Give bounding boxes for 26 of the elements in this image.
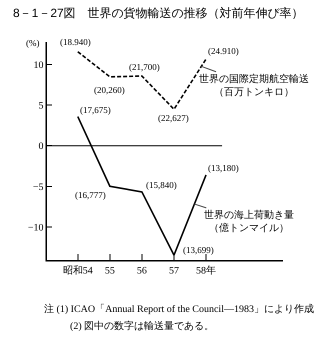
chart-title: 8－1－27図 世界の貨物輸送の推移（対前年伸び率） [13, 6, 304, 20]
y-tick-label: 0 [38, 141, 44, 152]
annotation: (13,699) [183, 245, 214, 255]
x-tick-label: 56 [136, 266, 147, 276]
series-label: 世界の国際定期航空輸送（百万トンキロ） [199, 73, 309, 98]
y-axis-title: (%) [26, 38, 40, 48]
annotation: (22,627) [158, 113, 189, 123]
annotation: (13,180) [208, 163, 239, 173]
y-tick-label: −5 [32, 182, 44, 193]
y-tick-label: 5 [38, 100, 44, 112]
annotation: (16,777) [75, 190, 106, 200]
x-tick-label: 昭和54 [62, 264, 93, 276]
x-tick-label: 55 [104, 266, 115, 276]
annotation: (20,260) [94, 85, 125, 95]
y-tick-label: 10 [34, 60, 44, 72]
annotation: (21,700) [129, 62, 160, 72]
y-tick-label: −10 [28, 222, 44, 234]
text: 注 (1) ICAO「Annual Report of the Council―1983」により作成 [44, 303, 314, 315]
text: (2) 図中の数字は輸送量である。 [70, 320, 214, 332]
series-label: 世界の海上荷動き量（億トンマイル） [204, 209, 294, 234]
x-tick-label: 58年 [196, 264, 216, 276]
annotation: (24.910) [208, 46, 239, 56]
annotation: (17,675) [80, 105, 111, 115]
annotation: (18.940) [60, 37, 91, 47]
annotation: (15,840) [146, 180, 177, 190]
x-tick-label: 57 [168, 266, 179, 276]
